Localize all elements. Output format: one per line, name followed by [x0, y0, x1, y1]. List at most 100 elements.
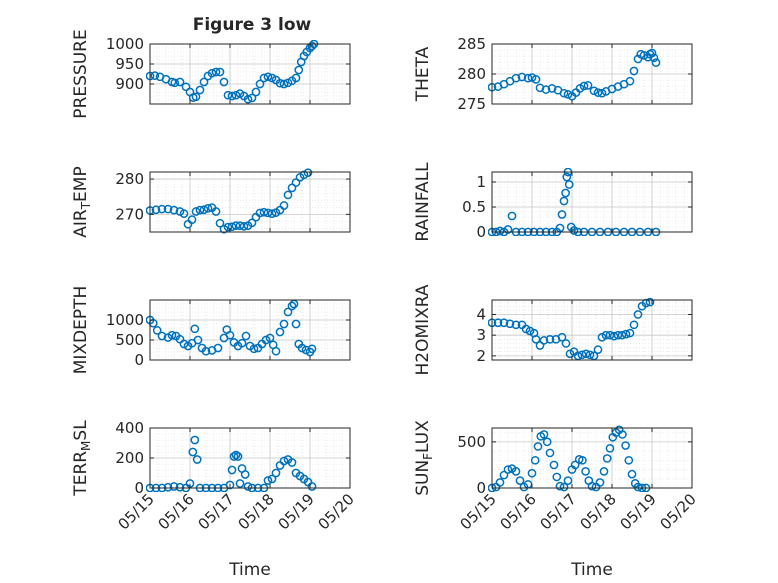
data-point — [593, 88, 603, 97]
data-point — [539, 335, 549, 345]
data-point — [633, 482, 643, 492]
data-point — [541, 85, 551, 94]
data-point — [561, 188, 570, 198]
data-point — [563, 476, 573, 485]
data-point — [624, 455, 634, 465]
data-point — [552, 472, 562, 482]
y-tick-label: 275 — [457, 95, 486, 113]
data-point — [201, 346, 211, 356]
data-point — [545, 448, 555, 458]
data-point — [545, 334, 555, 344]
data-point — [163, 204, 173, 214]
data-point — [195, 85, 205, 95]
data-point — [530, 455, 540, 465]
data-point — [535, 83, 545, 93]
data-point — [573, 351, 583, 361]
marker-series — [146, 168, 313, 234]
data-point — [240, 470, 250, 479]
data-point — [191, 92, 201, 102]
data-point — [581, 349, 591, 359]
y-tick-label: 1000 — [106, 311, 144, 329]
data-point — [207, 68, 217, 78]
data-point — [559, 482, 569, 492]
chart-panel-mid-right: 0 0.5 1 RAINFALL — [413, 162, 693, 242]
data-point — [167, 330, 177, 340]
data-point — [511, 320, 521, 330]
y-tick-label: 500 — [115, 331, 144, 349]
data-point — [225, 330, 235, 340]
data-point — [259, 73, 269, 83]
data-point — [625, 76, 635, 86]
data-point — [179, 209, 189, 218]
data-point — [557, 332, 567, 342]
data-point — [507, 211, 517, 221]
data-point — [621, 329, 631, 339]
data-point — [231, 221, 241, 230]
data-point — [231, 450, 241, 460]
y-tick-label: 0 — [476, 223, 486, 241]
data-point — [223, 222, 233, 232]
data-point — [503, 225, 513, 234]
data-point — [213, 343, 223, 353]
figure-title: Figure 3 low — [193, 15, 312, 35]
data-point — [247, 93, 257, 103]
data-point — [505, 319, 515, 329]
data-point — [175, 482, 185, 492]
data-point — [223, 90, 233, 100]
data-point — [294, 65, 304, 75]
data-point — [557, 210, 567, 219]
data-point — [503, 465, 513, 474]
data-point — [227, 222, 237, 232]
y-axis-label: SUNFLUX — [413, 420, 435, 496]
data-point — [279, 79, 289, 89]
y-tick-label: 1000 — [106, 35, 144, 53]
chart-panel-top-left: 900 950 1000 PRESSURE — [71, 29, 351, 119]
x-axis-label: Time — [570, 560, 613, 580]
data-point — [561, 339, 571, 348]
y-tick-label: 0.5 — [462, 198, 486, 216]
data-point — [291, 73, 301, 83]
data-point — [547, 84, 557, 93]
y-axis-label: H2OMIXRA — [413, 284, 433, 375]
axes-background — [150, 300, 350, 360]
data-point — [602, 454, 612, 463]
data-point — [271, 468, 281, 478]
axes-box — [149, 299, 351, 361]
data-point — [191, 207, 201, 216]
data-point — [531, 334, 541, 344]
axes-box — [491, 427, 693, 489]
marker-series — [146, 40, 319, 104]
data-point — [219, 77, 229, 87]
y-tick-label: 2 — [476, 347, 486, 365]
data-point — [629, 66, 639, 76]
y-tick-label: 0 — [476, 479, 486, 497]
data-point — [215, 218, 225, 228]
data-point — [255, 79, 265, 89]
data-point — [511, 73, 521, 83]
x-tick-label: 05/17 — [537, 490, 580, 533]
chart-panel-top-right: 275 280 285 THETA — [413, 35, 693, 113]
y-tick-label: 0 — [134, 351, 144, 369]
chart-panel-bottom-right: 05/1505/1605/1705/1805/1905/200500SUNFLU… — [413, 420, 700, 580]
data-point — [531, 75, 541, 84]
data-point — [193, 335, 203, 345]
data-point — [578, 455, 587, 465]
data-point — [601, 330, 611, 340]
data-point — [271, 346, 281, 356]
data-point — [157, 331, 167, 341]
data-point — [621, 441, 630, 450]
x-tick-label: 05/18 — [235, 490, 278, 533]
chart-panel-lower-left: 0 500 1000 MIXDEPTH — [71, 286, 351, 374]
y-tick-label: 1 — [476, 173, 486, 191]
y-axis-label: TERRMSL — [71, 420, 93, 497]
data-point — [279, 319, 289, 329]
y-tick-label: 3 — [476, 326, 486, 344]
y-tick-label: 270 — [115, 205, 144, 223]
data-point — [533, 442, 543, 451]
data-point — [645, 297, 655, 307]
data-point — [150, 71, 160, 80]
data-point — [235, 221, 245, 230]
x-tick-label: 05/18 — [577, 490, 620, 533]
y-axis-label: THETA — [413, 46, 433, 102]
data-point — [563, 90, 573, 99]
